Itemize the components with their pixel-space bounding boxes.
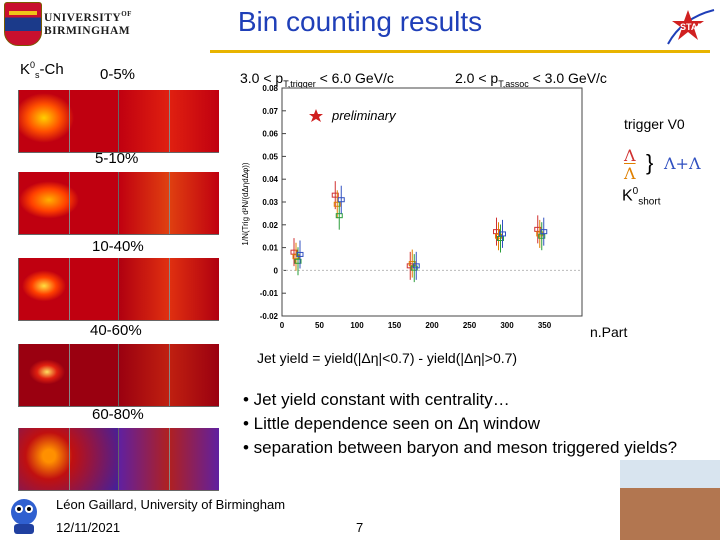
title-underline — [210, 50, 710, 53]
x-tick-label: 350 — [538, 321, 552, 330]
y-tick-label: -0.01 — [260, 289, 279, 298]
bullet-item: • Little dependence seen on Δη window — [243, 414, 541, 433]
data-point — [499, 231, 506, 237]
bullet-item: • Jet yield constant with centrality… — [243, 390, 510, 409]
legend-k0short: K0short — [622, 186, 661, 208]
y-tick-label: 0.07 — [262, 107, 278, 116]
correlation-heatmap — [18, 258, 119, 321]
x-axis: 0 50 100 150 200 250 300 350 — [280, 269, 582, 330]
correlation-heatmap — [18, 90, 119, 153]
mascot-icon — [11, 499, 37, 534]
y-tick-label: 0.01 — [262, 244, 278, 253]
legend-lambda: Λ — [624, 146, 636, 165]
y-tick-label: 0.03 — [262, 198, 278, 207]
centrality-label: 5-10% — [95, 150, 139, 167]
data-point — [540, 229, 548, 235]
correlation-heatmap — [118, 90, 219, 153]
university-line2: BIRMINGHAM — [44, 24, 131, 37]
data-point — [296, 251, 304, 257]
x-axis-label: n.Part — [590, 324, 628, 340]
data-point — [333, 201, 341, 207]
data-point — [337, 197, 345, 203]
bullet-item: • separation between baryon and meson tr… — [243, 438, 678, 457]
star-small-logo-icon — [309, 109, 323, 122]
correlation-heatmap — [118, 172, 219, 235]
assoc-pt-range: 2.0 < pT,assoc < 3.0 GeV/c — [455, 70, 607, 89]
university-of: OF — [121, 10, 132, 18]
campus-photo — [620, 460, 720, 540]
university-crest-logo — [4, 2, 42, 46]
y-tick-label: 0.04 — [262, 175, 278, 184]
data-series — [290, 181, 548, 283]
x-tick-label: 150 — [388, 321, 402, 330]
centrality-label: 40-60% — [90, 322, 142, 339]
university-wordmark: UNIVERSITYOF BIRMINGHAM — [44, 8, 132, 38]
x-tick-label: 300 — [500, 321, 514, 330]
correlation-heatmap — [118, 428, 219, 491]
y-tick-label: 0.08 — [262, 84, 278, 93]
legend-lambdabar: Λ — [624, 164, 636, 183]
data-point — [294, 258, 302, 264]
correlation-heatmap — [18, 344, 119, 407]
trigger-pt-range: 3.0 < pT,trigger < 6.0 GeV/c — [240, 70, 394, 89]
data-point — [335, 213, 343, 219]
correlation-heatmap — [18, 428, 119, 491]
data-point — [331, 192, 339, 198]
star-experiment-logo-icon: STAR — [667, 9, 715, 45]
legend-brace: } — [646, 150, 654, 175]
k0s-ch-label: K0s-Ch — [20, 60, 64, 80]
y-axis-label: 1/N(Trig d²N/(dΔηdΔφ)) — [241, 162, 250, 245]
x-tick-label: 250 — [463, 321, 477, 330]
slide-title: Bin counting results — [237, 6, 483, 37]
correlation-heatmap — [118, 258, 219, 321]
y-tick-label: 0.06 — [262, 130, 278, 139]
jet-yield-plot: -0.02 -0.01 0 0.01 0.02 0.03 0.04 0.05 0.06 0.07 0… — [241, 84, 583, 330]
centrality-label: 60-80% — [92, 406, 144, 423]
y-tick-label: 0 — [274, 266, 279, 275]
centrality-label: 10-40% — [92, 238, 144, 255]
x-tick-label: 0 — [280, 321, 285, 330]
preliminary-label: preliminary — [332, 108, 396, 123]
data-point — [412, 263, 420, 269]
y-axis: -0.02 -0.01 0 0.01 0.02 0.03 0.04 0.05 0.06 0.07 0… — [260, 84, 286, 321]
y-tick-label: 0.05 — [262, 152, 278, 161]
footer-date: 12/11/2021 — [56, 520, 121, 535]
x-tick-label: 200 — [425, 321, 439, 330]
y-tick-label: 0.02 — [262, 221, 278, 230]
university-line1: UNIVERSITY — [44, 11, 122, 24]
data-point — [538, 233, 546, 239]
y-tick-label: -0.02 — [260, 312, 279, 321]
plot-area — [281, 87, 583, 317]
x-tick-label: 100 — [350, 321, 364, 330]
footer-page-number: 7 — [356, 520, 364, 535]
correlation-heatmap — [18, 172, 119, 235]
bullet-list: • Jet yield constant with centrality… • … — [243, 388, 713, 460]
svg-text:STAR: STAR — [680, 22, 704, 32]
footer-author: Léon Gaillard, University of Birmingham — [56, 497, 286, 512]
legend-sum: Λ+Λ — [664, 154, 701, 173]
correlation-heatmap — [118, 344, 219, 407]
legend-title: trigger V0 — [624, 116, 685, 132]
jet-yield-formula: Jet yield = yield(|Δη|<0.7) - yield(|Δη|… — [257, 350, 518, 366]
centrality-label: 0-5% — [100, 66, 136, 83]
x-tick-label: 50 — [315, 321, 324, 330]
data-point — [497, 235, 504, 241]
